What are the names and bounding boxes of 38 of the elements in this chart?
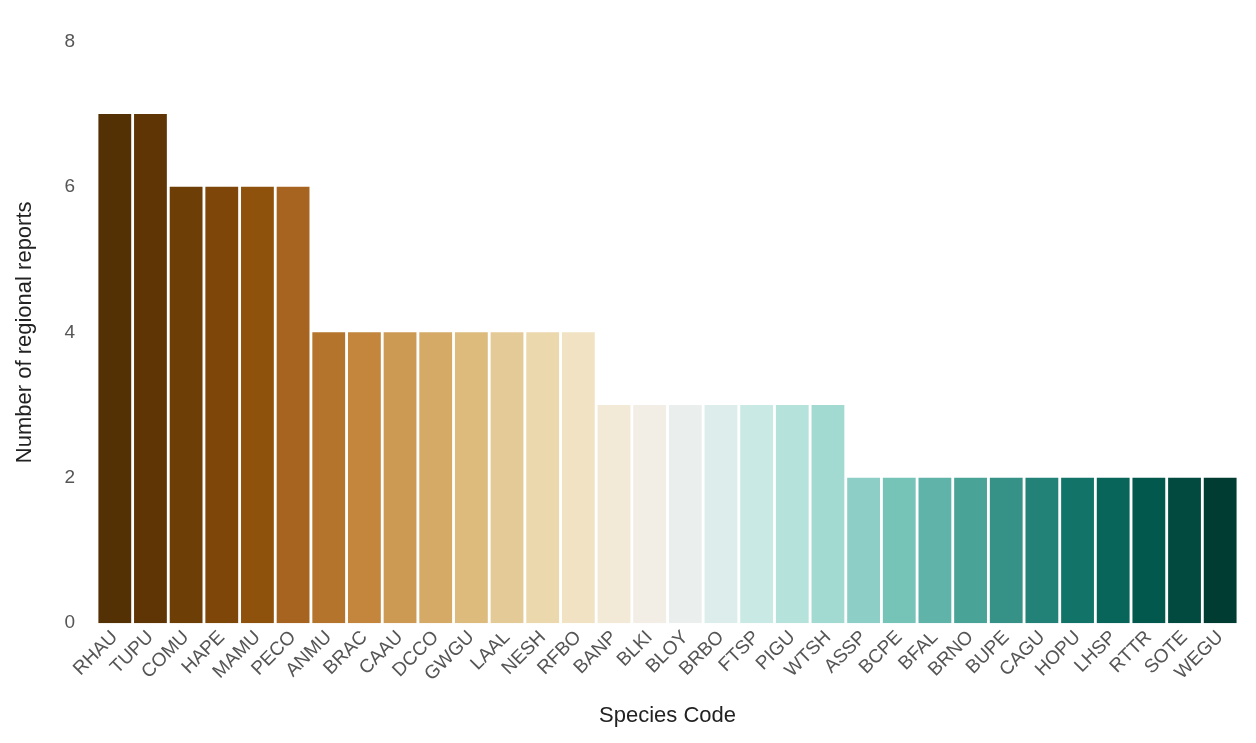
bar [954, 477, 987, 624]
y-tick-label: 6 [64, 175, 75, 197]
bar [847, 477, 880, 624]
bar [490, 332, 524, 624]
bar [1132, 477, 1166, 624]
bar [740, 405, 774, 624]
bar [1096, 477, 1130, 624]
bar [1061, 477, 1094, 624]
bar [169, 186, 203, 624]
bar [419, 332, 453, 624]
y-tick-label: 4 [64, 320, 76, 342]
bar [1168, 477, 1201, 624]
bar [597, 405, 631, 624]
bar [454, 332, 488, 624]
bar [633, 405, 667, 624]
bar [561, 332, 595, 624]
bar [347, 332, 381, 624]
bar [811, 405, 845, 624]
bar [1203, 477, 1237, 624]
bar [704, 405, 738, 624]
bar [276, 186, 310, 624]
bar [98, 114, 132, 624]
y-tick-label: 0 [64, 611, 75, 633]
bar [775, 405, 809, 624]
x-axis-title: Species Code [598, 701, 736, 727]
bar [989, 477, 1023, 624]
y-tick-label: 2 [64, 465, 75, 487]
bar [882, 477, 916, 624]
y-tick-label: 8 [64, 29, 75, 51]
bar [1025, 477, 1059, 624]
bar [918, 477, 952, 624]
bar [526, 332, 560, 624]
bar [134, 114, 167, 624]
bar [241, 186, 274, 624]
bar [312, 332, 346, 624]
y-axis-title: Number of regional reports [11, 201, 37, 464]
bar [205, 186, 239, 624]
bar [383, 332, 417, 624]
